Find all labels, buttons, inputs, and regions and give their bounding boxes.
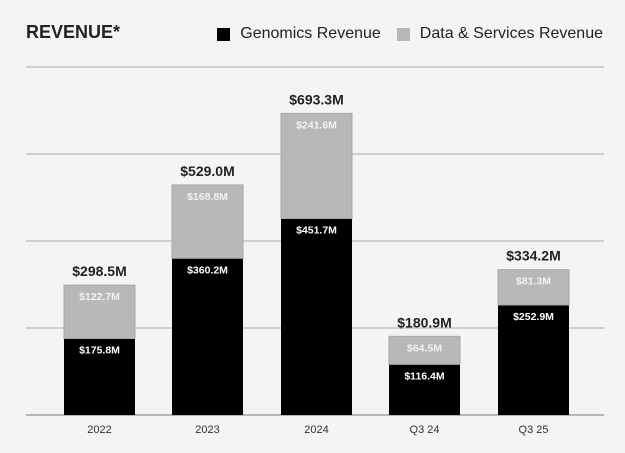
bar-genomics <box>498 304 569 415</box>
data-label: $168.8M <box>187 191 228 203</box>
total-label: $334.2M <box>506 248 560 264</box>
legend: Genomics Revenue Data & Services Revenue <box>201 25 603 43</box>
data-label: $175.8M <box>79 345 120 357</box>
data-label: $122.7M <box>79 291 120 303</box>
legend-item-genomics: Genomics Revenue <box>217 25 381 43</box>
total-label: $180.9M <box>397 314 451 330</box>
total-label: $693.3M <box>289 91 343 107</box>
legend-label-genomics: Genomics Revenue <box>240 25 381 42</box>
bar-data-services <box>63 284 136 340</box>
data-label: $64.5M <box>407 342 442 354</box>
legend-label-data-services: Data & Services Revenue <box>419 25 603 42</box>
total-label: $529.0M <box>180 163 234 179</box>
x-tick-label: 2022 <box>87 424 111 436</box>
x-tick-label: 2023 <box>195 424 219 436</box>
data-label: $252.9M <box>513 311 554 323</box>
data-label: $81.3M <box>516 276 551 288</box>
data-label: $241.6M <box>296 119 337 131</box>
data-label: $360.2M <box>187 264 228 276</box>
data-label: $116.4M <box>404 370 445 382</box>
data-label: $451.7M <box>296 225 337 237</box>
bar-genomics <box>172 258 243 415</box>
x-tick-label: Q3 25 <box>519 424 549 436</box>
bar-data-services <box>280 112 353 220</box>
x-tick-label: 2024 <box>304 424 328 436</box>
chart-title: REVENUE* <box>26 22 121 42</box>
legend-item-data-services: Data & Services Revenue <box>396 25 603 43</box>
legend-swatch-data-services <box>396 27 410 41</box>
bar-genomics <box>281 218 352 415</box>
bar-data-services <box>171 184 244 259</box>
bar-data-services <box>388 335 461 365</box>
x-tick-label: Q3 24 <box>410 424 440 436</box>
bar-data-services <box>497 269 570 306</box>
legend-swatch-genomics <box>217 27 231 41</box>
bar-genomics <box>64 338 135 415</box>
total-label: $298.5M <box>72 263 126 279</box>
bar-genomics <box>389 364 460 415</box>
